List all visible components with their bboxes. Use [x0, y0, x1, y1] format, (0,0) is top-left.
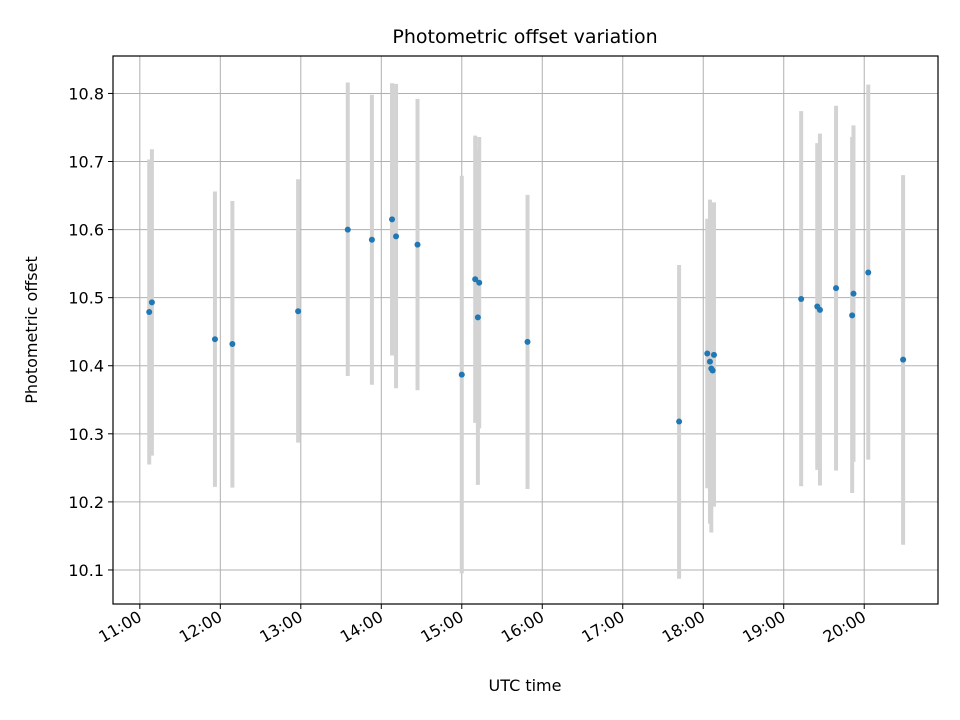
data-point [900, 356, 907, 363]
data-point [368, 236, 375, 243]
y-tick-label: 10.6 [68, 221, 104, 240]
data-point [344, 226, 351, 233]
grid [113, 56, 938, 604]
data-point [833, 285, 840, 292]
data-point [472, 276, 479, 283]
data-point [704, 350, 711, 357]
y-tick-label: 10.5 [68, 289, 104, 308]
data-point [389, 216, 396, 223]
data-point [295, 308, 302, 315]
y-tick-label: 10.2 [68, 493, 104, 512]
plot-frame [112, 55, 939, 605]
data-point [709, 367, 716, 374]
data-point [850, 290, 857, 297]
data-points [146, 216, 907, 425]
y-tick-label: 10.3 [68, 425, 104, 444]
y-tick-label: 10.1 [68, 561, 104, 580]
data-point [393, 233, 400, 240]
data-point [816, 306, 823, 313]
data-point [414, 241, 421, 248]
y-axis-label: Photometric offset [22, 256, 41, 404]
data-point [229, 340, 236, 347]
data-point [476, 279, 483, 286]
data-point [710, 351, 717, 358]
data-point [524, 338, 531, 345]
data-point [211, 336, 218, 343]
y-axis-ticks: 10.1 10.2 10.3 10.4 10.5 10.6 10.7 10.8 [68, 84, 113, 580]
data-point [849, 312, 856, 319]
chart-title: Photometric offset variation [392, 26, 657, 48]
data-point [458, 371, 465, 378]
data-point [676, 418, 683, 425]
data-point [146, 308, 153, 315]
y-tick-label: 10.7 [68, 153, 104, 172]
data-point [474, 314, 481, 321]
data-point [706, 358, 713, 365]
x-axis-label: UTC time [489, 676, 562, 695]
data-point [148, 299, 155, 306]
data-point [798, 296, 805, 303]
y-tick-label: 10.4 [68, 357, 104, 376]
y-tick-label: 10.8 [68, 84, 104, 103]
data-point [865, 269, 872, 276]
